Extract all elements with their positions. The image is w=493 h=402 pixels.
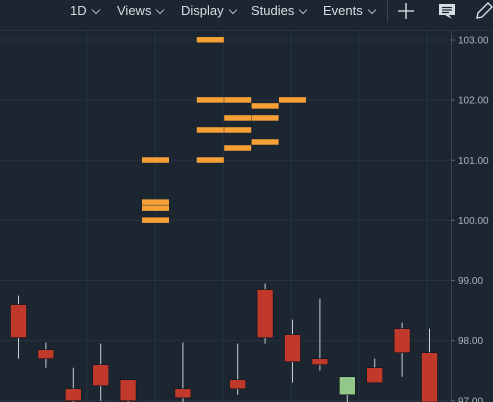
price-tick-label: 100.00 <box>458 216 489 227</box>
price-chart[interactable]: 103.00 102.00 101.00 100.00 99.00 98.00 97.00 <box>0 31 493 402</box>
candle-body[interactable] <box>119 379 137 402</box>
events-label: Events <box>323 3 363 18</box>
interval-dropdown[interactable]: 1D <box>70 0 100 22</box>
candle-body[interactable] <box>37 349 55 360</box>
order-marker[interactable] <box>142 157 169 163</box>
candle-body[interactable] <box>10 304 27 338</box>
pencil-icon[interactable] <box>474 1 493 21</box>
order-marker[interactable] <box>196 97 224 103</box>
chevron-down-icon <box>299 5 308 15</box>
candle-body[interactable] <box>284 334 301 363</box>
order-marker[interactable] <box>224 127 252 133</box>
price-tick-label: 103.00 <box>458 36 489 47</box>
events-menu[interactable]: Events <box>323 0 376 22</box>
order-marker[interactable] <box>251 103 279 109</box>
studies-menu[interactable]: Studies <box>251 0 308 22</box>
views-menu[interactable]: Views <box>117 0 165 22</box>
display-label: Display <box>181 3 224 18</box>
candle-body[interactable] <box>92 364 109 387</box>
chevron-down-icon <box>367 5 376 15</box>
order-marker[interactable] <box>196 37 224 43</box>
order-marker[interactable] <box>142 217 169 223</box>
order-marker[interactable] <box>251 139 279 145</box>
chart-grid <box>0 31 451 402</box>
chevron-down-icon <box>156 5 165 15</box>
display-menu[interactable]: Display <box>181 0 237 22</box>
plus-icon[interactable] <box>396 1 416 21</box>
studies-label: Studies <box>251 3 295 18</box>
comment-icon[interactable] <box>437 1 457 21</box>
candle-body[interactable] <box>65 388 82 402</box>
candle-body[interactable] <box>229 379 246 390</box>
order-marker[interactable] <box>279 97 306 103</box>
order-marker[interactable] <box>224 97 252 103</box>
order-marker[interactable] <box>224 145 252 151</box>
candle-body[interactable] <box>421 352 438 402</box>
order-marker[interactable] <box>196 157 224 163</box>
order-marker[interactable] <box>251 115 279 121</box>
interval-label: 1D <box>70 3 87 18</box>
candle-body[interactable] <box>393 328 411 353</box>
order-marker[interactable] <box>224 115 252 121</box>
chevron-down-icon <box>91 5 100 15</box>
price-tick-label: 98.00 <box>458 336 483 347</box>
toolbar-divider <box>387 0 388 22</box>
candle-body[interactable] <box>366 367 384 384</box>
chart-toolbar: 1D Views Display Studies Events <box>0 0 493 31</box>
price-tick-label: 99.00 <box>458 276 483 287</box>
candle-body[interactable] <box>311 358 329 366</box>
price-tick-label: 101.00 <box>458 156 489 167</box>
price-axis: 103.00 102.00 101.00 100.00 99.00 98.00 97.00 <box>451 36 489 402</box>
price-tick-label: 102.00 <box>458 96 489 107</box>
order-marker-layer <box>142 37 306 223</box>
order-marker[interactable] <box>142 205 169 211</box>
order-marker[interactable] <box>196 127 224 133</box>
chevron-down-icon <box>228 5 237 15</box>
candle-body[interactable] <box>338 376 356 396</box>
views-label: Views <box>117 3 152 18</box>
price-tick-label: 97.00 <box>458 396 483 402</box>
order-marker[interactable] <box>142 199 169 205</box>
candle-layer <box>10 283 438 402</box>
candle-body[interactable] <box>174 388 192 399</box>
candle-body[interactable] <box>256 289 274 338</box>
